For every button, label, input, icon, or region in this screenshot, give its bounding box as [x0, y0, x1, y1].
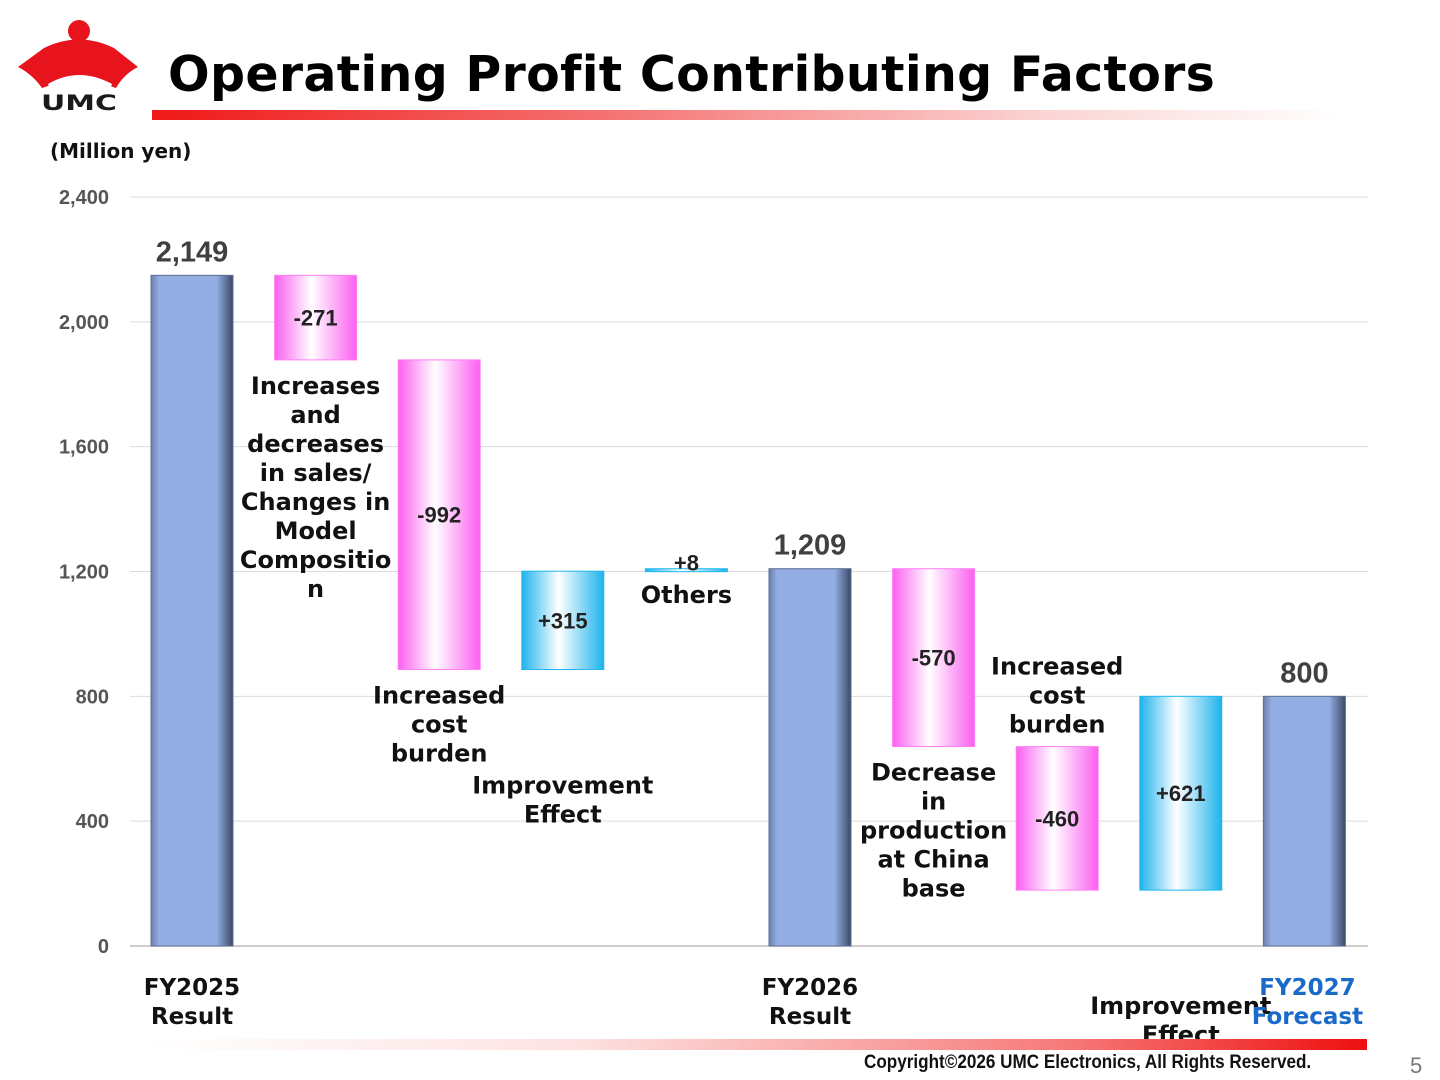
factor-label: burden	[1009, 711, 1106, 739]
factor-label: n	[307, 575, 324, 603]
category-label: Result	[769, 1004, 851, 1030]
logo-text: UMC	[41, 91, 117, 112]
unit-label: (Million yen)	[50, 139, 192, 163]
slide-header: UMC Operating Profit Contributing Factor…	[0, 0, 1440, 125]
category-label: Result	[151, 1004, 233, 1030]
labels: 2,149 FY2025 Result -271 Increasesanddecreas…	[144, 236, 1363, 1049]
category-label: Forecast	[1252, 1004, 1363, 1030]
footer-bar	[150, 1039, 1367, 1050]
factor-label: base	[902, 875, 966, 903]
factor-label: Improvement	[472, 771, 653, 799]
title-underline	[152, 110, 1342, 120]
total-bar	[150, 274, 234, 947]
factor-label: Compositio	[240, 546, 391, 574]
y-tick-label: 2,000	[59, 312, 109, 334]
change-value-label: -460	[1035, 806, 1079, 831]
factor-label: Effect	[524, 800, 602, 828]
y-tick-label: 1,600	[59, 437, 109, 459]
factor-label: cost	[411, 710, 467, 738]
change-value-label: +621	[1156, 781, 1206, 806]
change-value-label: +315	[538, 608, 588, 633]
total-value-label: 2,149	[156, 236, 229, 268]
total-bar	[1262, 695, 1346, 947]
factor-label: production	[860, 817, 1007, 845]
category-label: FY2027	[1259, 975, 1355, 1001]
factor-label: in sales/	[260, 459, 372, 487]
total-value-label: 1,209	[774, 530, 847, 562]
factor-label: Increases	[251, 372, 380, 400]
change-value-label: +8	[674, 551, 699, 576]
factor-label: Changes in	[241, 488, 390, 516]
factor-label: Model	[275, 517, 357, 545]
factor-label: and	[290, 401, 340, 429]
category-label: FY2025	[144, 975, 240, 1001]
change-value-label: -271	[294, 306, 338, 331]
copyright-text: Copyright©2026 UMC Electronics, All Righ…	[864, 1052, 1312, 1073]
factor-label: cost	[1029, 682, 1085, 710]
factor-label: Decrease	[871, 759, 996, 787]
change-value-label: -992	[417, 503, 461, 528]
bars	[150, 274, 1346, 947]
page-number: 5	[1410, 1053, 1423, 1078]
total-bar	[768, 568, 852, 947]
y-tick-label: 1,200	[59, 562, 109, 584]
decrease-bar	[274, 274, 358, 361]
total-value-label: 800	[1280, 657, 1328, 689]
y-axis: 0 400 800 1,200 1,600 2,000 2,400	[59, 187, 109, 958]
factor-label: Increased	[373, 681, 505, 709]
factor-label: decreases	[247, 430, 384, 458]
factor-label: Others	[641, 581, 732, 609]
category-label: FY2026	[762, 975, 858, 1001]
change-value-label: -570	[912, 646, 956, 671]
factor-label: burden	[391, 739, 488, 767]
y-tick-label: 800	[76, 686, 109, 708]
page-title: Operating Profit Contributing Factors	[168, 46, 1216, 103]
increase-bar	[521, 570, 605, 670]
factor-label: at China	[877, 846, 989, 874]
factor-label: in	[921, 788, 946, 816]
decrease-bar	[892, 568, 976, 748]
factor-label: Improvement	[1090, 992, 1271, 1020]
y-tick-label: 400	[76, 811, 109, 833]
increase-bar	[644, 568, 728, 573]
umc-logo: UMC	[18, 20, 138, 112]
decrease-bar	[397, 359, 481, 670]
y-tick-label: 0	[98, 936, 109, 958]
factor-label: Increased	[991, 653, 1123, 681]
y-tick-label: 2,400	[59, 187, 109, 209]
decrease-bar	[1015, 746, 1099, 891]
increase-bar	[1139, 695, 1223, 891]
